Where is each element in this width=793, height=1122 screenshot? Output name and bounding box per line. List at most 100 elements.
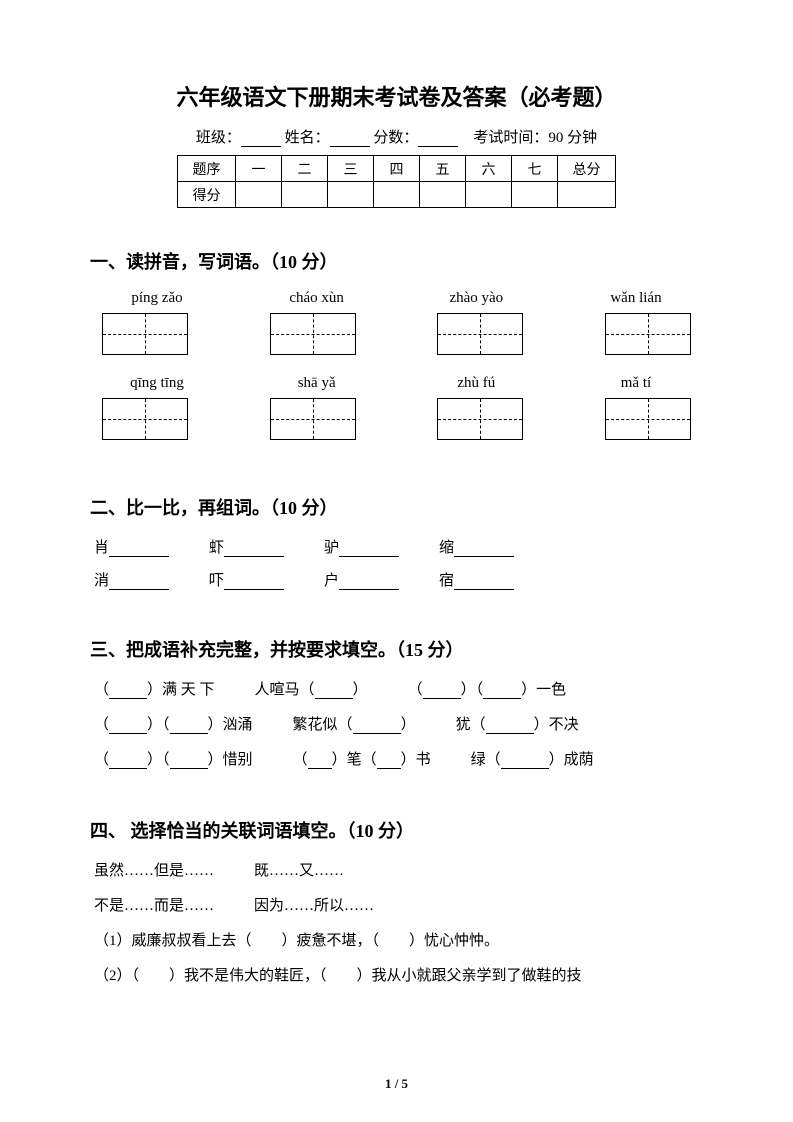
blank[interactable] [224, 576, 284, 590]
score-table: 题序 一 二 三 四 五 六 七 总分 得分 [177, 155, 616, 208]
blank[interactable] [454, 576, 514, 590]
answer-grid[interactable] [102, 398, 188, 440]
blank[interactable] [486, 720, 534, 734]
pinyin-label: mǎ tí [581, 375, 691, 392]
text: ）惜别 [208, 752, 253, 768]
section4-options-2: 不是……而是…… 因为……所以…… [90, 894, 703, 915]
blank[interactable] [501, 755, 549, 769]
score-blank[interactable] [418, 132, 458, 147]
section2-row-2: 消 吓 户 宿 [90, 569, 703, 590]
score-cell[interactable] [558, 182, 616, 208]
pinyin-label: qīng tīng [102, 375, 212, 392]
blank[interactable] [377, 755, 401, 769]
answer-grid[interactable] [605, 313, 691, 355]
text: ）书 [401, 752, 431, 768]
td-label: 得分 [178, 182, 236, 208]
th-7: 七 [512, 156, 558, 182]
char: 消 [94, 573, 109, 589]
blank[interactable] [109, 543, 169, 557]
section4-options-1: 虽然……但是…… 既……又…… [90, 859, 703, 880]
pinyin-label: píng zǎo [102, 290, 212, 307]
text: ）成荫 [549, 752, 594, 768]
score-cell[interactable] [236, 182, 282, 208]
blank[interactable] [109, 685, 147, 699]
score-cell[interactable] [328, 182, 374, 208]
answer-grid[interactable] [102, 313, 188, 355]
section4-heading: 四、 选择恰当的关联词语填空。（10 分） [90, 817, 703, 843]
score-cell[interactable] [466, 182, 512, 208]
answer-grid[interactable] [270, 313, 356, 355]
option-text: 因为……所以…… [254, 894, 374, 915]
th-3: 三 [328, 156, 374, 182]
blank[interactable] [308, 755, 332, 769]
answer-grid[interactable] [437, 398, 523, 440]
text: ）不决 [534, 717, 579, 733]
answer-grid[interactable] [605, 398, 691, 440]
name-label: 姓名： [285, 130, 330, 146]
section2-heading: 二、比一比，再组词。（10 分） [90, 494, 703, 520]
blank[interactable] [483, 685, 521, 699]
score-cell[interactable] [512, 182, 558, 208]
gridbox-row-1 [90, 313, 703, 355]
pinyin-label: cháo xùn [262, 290, 372, 307]
th-4: 四 [374, 156, 420, 182]
answer-grid[interactable] [437, 313, 523, 355]
blank[interactable] [224, 543, 284, 557]
table-row: 题序 一 二 三 四 五 六 七 总分 [178, 156, 616, 182]
text: ）笔（ [332, 752, 377, 768]
th-label: 题序 [178, 156, 236, 182]
score-cell[interactable] [374, 182, 420, 208]
blank[interactable] [170, 755, 208, 769]
text: ）汹涌 [208, 717, 253, 733]
info-line: 班级： 姓名： 分数： 考试时间：90 分钟 [90, 126, 703, 147]
section1-heading: 一、读拼音，写词语。（10 分） [90, 248, 703, 274]
option-text: 不是……而是…… [94, 894, 214, 915]
char: 户 [324, 573, 339, 589]
pinyin-label: shā yǎ [262, 375, 372, 392]
section2-row-1: 肖 虾 驴 缩 [90, 536, 703, 557]
th-5: 五 [420, 156, 466, 182]
char: 宿 [439, 573, 454, 589]
blank[interactable] [339, 543, 399, 557]
class-blank[interactable] [241, 132, 281, 147]
time-label: 考试时间：90 分钟 [473, 130, 597, 146]
char: 虾 [209, 540, 224, 556]
blank[interactable] [109, 576, 169, 590]
section4-q2: （2）（ ）我不是伟大的鞋匠，（ ）我从小就跟父亲学到了做鞋的技 [90, 964, 703, 985]
pinyin-row-1: píng zǎo cháo xùn zhào yào wǎn lián [90, 290, 703, 307]
score-cell[interactable] [420, 182, 466, 208]
gridbox-row-2 [90, 398, 703, 440]
text: 绿（ [471, 752, 501, 768]
section3-line-2: （）（）汹涌 繁花似（） 犹（）不决 [90, 713, 703, 734]
text: 人喧马（ [255, 682, 315, 698]
char: 驴 [324, 540, 339, 556]
blank[interactable] [315, 685, 353, 699]
blank[interactable] [170, 720, 208, 734]
blank[interactable] [423, 685, 461, 699]
th-total: 总分 [558, 156, 616, 182]
answer-grid[interactable] [270, 398, 356, 440]
blank[interactable] [454, 543, 514, 557]
score-label: 分数： [373, 130, 418, 146]
th-6: 六 [466, 156, 512, 182]
name-blank[interactable] [330, 132, 370, 147]
text: ）一色 [521, 682, 566, 698]
blank[interactable] [109, 755, 147, 769]
pinyin-row-2: qīng tīng shā yǎ zhù fú mǎ tí [90, 375, 703, 392]
score-cell[interactable] [282, 182, 328, 208]
blank[interactable] [339, 576, 399, 590]
section3-heading: 三、把成语补充完整，并按要求填空。（15 分） [90, 636, 703, 662]
page-number: 1 / 5 [0, 1076, 793, 1092]
blank[interactable] [353, 720, 401, 734]
text: ）满 天 下 [147, 682, 215, 698]
text: 犹（ [456, 717, 486, 733]
blank[interactable] [109, 720, 147, 734]
pinyin-label: zhù fú [421, 375, 531, 392]
char: 肖 [94, 540, 109, 556]
pinyin-label: zhào yào [421, 290, 531, 307]
section3-line-3: （）（）惜别 （）笔（）书 绿（）成荫 [90, 748, 703, 769]
option-text: 虽然……但是…… [94, 859, 214, 880]
char: 吓 [209, 573, 224, 589]
char: 缩 [439, 540, 454, 556]
pinyin-label: wǎn lián [581, 290, 691, 307]
